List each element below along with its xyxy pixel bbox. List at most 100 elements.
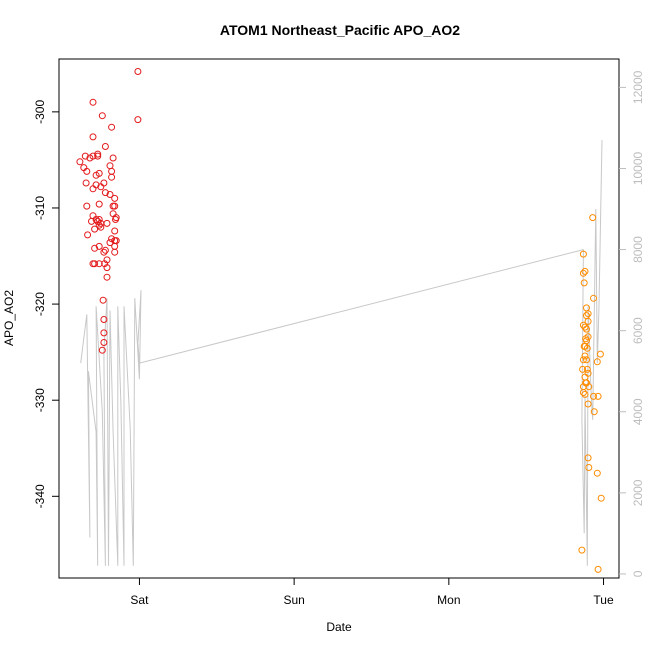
point-s1-11 [581, 323, 589, 331]
y2-tick-label-0: 0 [631, 570, 645, 577]
point-s0-38 [100, 329, 108, 337]
point-s0-37 [100, 316, 108, 323]
x-tick-label-3: Tue [593, 593, 614, 607]
point-s1-17 [581, 390, 589, 398]
point-s0-15 [91, 225, 99, 233]
plot-frame [58, 58, 620, 579]
point-s0-56 [109, 210, 117, 218]
point-s1-30 [585, 383, 593, 391]
point-s0-35 [99, 296, 107, 304]
point-s0-59 [111, 194, 119, 202]
x-tick-label-2: Mon [437, 593, 460, 607]
point-s1-34 [589, 214, 597, 222]
point-s0-53 [108, 167, 116, 175]
point-s0-68 [134, 68, 142, 75]
point-s1-22 [583, 344, 591, 352]
point-s0-42 [101, 143, 109, 150]
point-s0-43 [101, 189, 109, 197]
point-s0-61 [111, 227, 119, 235]
y2-tick-label-2: 4000 [631, 398, 645, 425]
line-series [80, 140, 603, 566]
scatter-points [76, 68, 605, 573]
point-s0-13 [89, 185, 97, 193]
point-s0-11 [89, 133, 97, 141]
x-tick-label-0: Sat [130, 593, 149, 607]
point-s1-31 [584, 400, 592, 408]
point-s1-14 [581, 352, 589, 360]
point-s1-15 [581, 373, 589, 381]
point-s0-6 [84, 231, 92, 239]
y2-tick-label-4: 8000 [631, 236, 645, 263]
point-s0-0 [76, 158, 84, 166]
point-s1-0 [578, 546, 586, 554]
point-s1-1 [579, 250, 587, 258]
point-s0-19 [92, 216, 100, 223]
x-axis: Sat Sun Mon Tue [130, 578, 614, 607]
gray-trace-line [80, 140, 603, 566]
point-s0-65 [111, 248, 119, 256]
point-s1-42 [596, 350, 604, 358]
point-s0-40 [100, 248, 108, 256]
point-s0-31 [97, 223, 105, 231]
x-axis-label: Date [326, 620, 352, 634]
point-s1-27 [584, 317, 592, 325]
point-s0-28 [95, 242, 103, 250]
point-s0-63 [111, 202, 119, 210]
point-s1-20 [583, 325, 590, 333]
point-s0-54 [108, 173, 116, 181]
point-s0-47 [103, 264, 111, 272]
point-s0-49 [106, 162, 114, 170]
point-s0-60 [111, 242, 119, 250]
point-s1-25 [583, 379, 590, 387]
point-s0-12 [89, 152, 97, 160]
point-s0-10 [89, 98, 97, 106]
point-s0-69 [134, 116, 142, 124]
y-tick-label-0: -300 [33, 100, 47, 124]
point-s1-39 [593, 469, 601, 477]
point-s0-67 [112, 237, 120, 245]
y2-tick-label-6: 12000 [631, 70, 645, 104]
point-s1-6 [579, 356, 587, 364]
point-s0-46 [103, 219, 111, 227]
point-s0-36 [100, 179, 108, 187]
point-s0-25 [95, 200, 103, 208]
point-s1-10 [581, 267, 589, 275]
point-s0-9 [89, 212, 97, 220]
y-tick-label-4: -340 [33, 484, 47, 508]
y2-tick-label-5: 10000 [631, 151, 645, 185]
point-s1-24 [583, 365, 591, 373]
point-s0-24 [95, 169, 103, 177]
point-s1-29 [584, 369, 592, 377]
point-s0-20 [92, 181, 100, 189]
point-s0-48 [103, 273, 111, 281]
point-s0-27 [95, 221, 103, 229]
point-s0-50 [106, 191, 114, 198]
y-tick-label-3: -330 [33, 388, 47, 412]
y-tick-label-2: -320 [33, 292, 47, 316]
right-axis: 0 2000 4000 6000 8000 10000 12000 [619, 70, 645, 577]
point-s1-26 [584, 310, 592, 318]
point-s1-21 [583, 337, 590, 345]
point-s0-2 [81, 152, 89, 160]
y-axis: -300 -310 -320 -330 -340 [33, 100, 59, 508]
point-s1-33 [585, 464, 593, 471]
point-s0-4 [83, 167, 91, 175]
point-s0-17 [91, 260, 99, 268]
point-s0-16 [91, 244, 99, 252]
point-s1-28 [584, 333, 592, 341]
point-s1-23 [583, 356, 590, 364]
point-s1-2 [579, 269, 587, 277]
point-s0-66 [112, 214, 120, 222]
chart-title: ATOM1 Northeast_Pacific APO_AO2 [220, 22, 460, 38]
point-s1-9 [579, 389, 587, 396]
point-s1-7 [579, 365, 587, 373]
y-axis-label: APO_AO2 [2, 290, 16, 346]
point-s0-5 [83, 202, 91, 210]
point-s1-40 [594, 392, 602, 400]
point-s0-29 [95, 260, 103, 268]
point-s0-21 [94, 152, 102, 160]
point-s0-23 [94, 150, 102, 158]
point-s1-32 [584, 454, 592, 462]
point-s1-38 [593, 358, 601, 366]
